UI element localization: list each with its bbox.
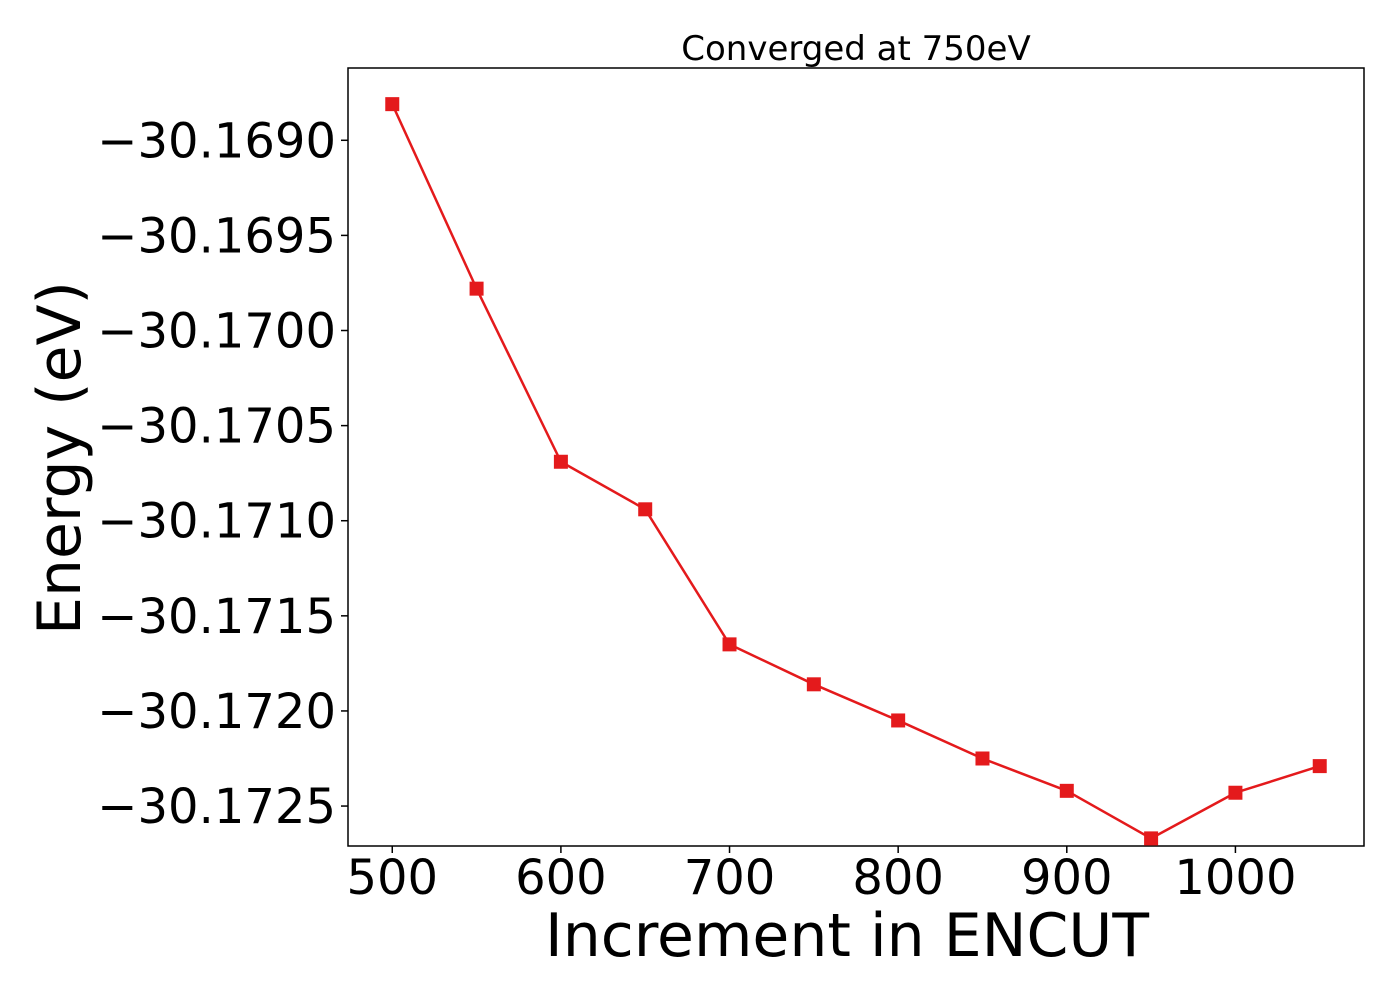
- plot-border: [347, 67, 1365, 847]
- y-tick-label: −30.1725: [97, 779, 336, 835]
- x-axis: 500 600 700 800 900 1000: [346, 846, 1296, 906]
- data-point-marker: [469, 281, 484, 296]
- data-point-marker: [722, 637, 737, 652]
- y-tick-label: −30.1705: [97, 399, 336, 455]
- y-tick-label: −30.1695: [97, 208, 336, 264]
- data-point-marker: [1144, 831, 1159, 846]
- data-point-marker: [553, 454, 568, 469]
- y-axis-label: Energy (eV): [25, 281, 95, 635]
- y-tick-label: −30.1715: [97, 589, 336, 645]
- plot-frame: [347, 67, 1365, 847]
- y-axis: −30.1690 −30.1695 −30.1700 −30.1705 −30.1710…: [97, 113, 348, 835]
- x-tick-label: 1000: [1174, 850, 1296, 906]
- data-point-marker: [975, 751, 990, 766]
- y-tick-label: −30.1720: [97, 684, 336, 740]
- x-tick-label: 600: [515, 850, 607, 906]
- x-tick-label: 700: [684, 850, 776, 906]
- x-axis-label: Increment in ENCUT: [545, 901, 1149, 971]
- data-point-marker: [806, 677, 821, 692]
- x-tick-label: 500: [346, 850, 438, 906]
- y-tick-label: −30.1700: [97, 304, 336, 360]
- data-point-marker: [385, 97, 400, 112]
- chart-title: Converged at 750eV: [681, 29, 1030, 69]
- data-point-marker: [1312, 759, 1327, 774]
- data-point-marker: [891, 713, 906, 728]
- data-point-marker: [1228, 785, 1243, 800]
- series-layer: [385, 97, 1327, 846]
- data-point-marker: [638, 502, 653, 517]
- y-tick-label: −30.1690: [97, 113, 336, 169]
- data-point-marker: [1059, 783, 1074, 798]
- y-tick-label: −30.1710: [97, 494, 336, 550]
- x-tick-label: 900: [1021, 850, 1113, 906]
- series-line: [391, 103, 1321, 840]
- x-tick-label: 800: [852, 850, 944, 906]
